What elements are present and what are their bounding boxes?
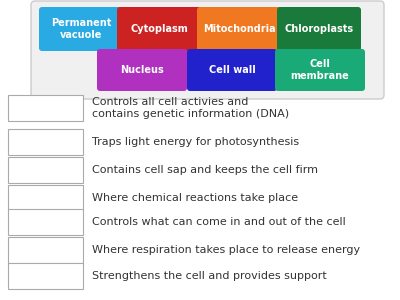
Bar — [8, 157, 83, 183]
FancyBboxPatch shape — [117, 7, 201, 51]
Text: Nucleus: Nucleus — [120, 65, 164, 75]
FancyBboxPatch shape — [97, 49, 187, 91]
Bar — [8, 185, 83, 211]
FancyBboxPatch shape — [39, 7, 123, 51]
Text: Cell
membrane: Cell membrane — [291, 59, 349, 81]
Bar — [8, 237, 83, 263]
Text: Strengthens the cell and provides support: Strengthens the cell and provides suppor… — [92, 271, 327, 281]
FancyBboxPatch shape — [275, 49, 365, 91]
FancyBboxPatch shape — [197, 7, 281, 51]
Bar — [8, 209, 83, 235]
Text: Mitochondria: Mitochondria — [203, 24, 275, 34]
Text: Where respiration takes place to release energy: Where respiration takes place to release… — [92, 245, 360, 255]
Text: Controls all cell activies and
contains genetic information (DNA): Controls all cell activies and contains … — [92, 97, 289, 119]
Bar — [8, 95, 83, 121]
Text: Permanent
vacuole: Permanent vacuole — [51, 18, 111, 40]
Text: Where chemical reactions take place: Where chemical reactions take place — [92, 193, 298, 203]
FancyBboxPatch shape — [187, 49, 277, 91]
Bar — [8, 129, 83, 155]
FancyBboxPatch shape — [31, 1, 384, 99]
FancyBboxPatch shape — [277, 7, 361, 51]
Bar — [8, 263, 83, 289]
Text: Cell wall: Cell wall — [209, 65, 255, 75]
Text: Chloroplasts: Chloroplasts — [284, 24, 354, 34]
Text: Controls what can come in and out of the cell: Controls what can come in and out of the… — [92, 217, 346, 227]
Text: Contains cell sap and keeps the cell firm: Contains cell sap and keeps the cell fir… — [92, 165, 318, 175]
Text: Traps light energy for photosynthesis: Traps light energy for photosynthesis — [92, 137, 299, 147]
Text: Cytoplasm: Cytoplasm — [130, 24, 188, 34]
